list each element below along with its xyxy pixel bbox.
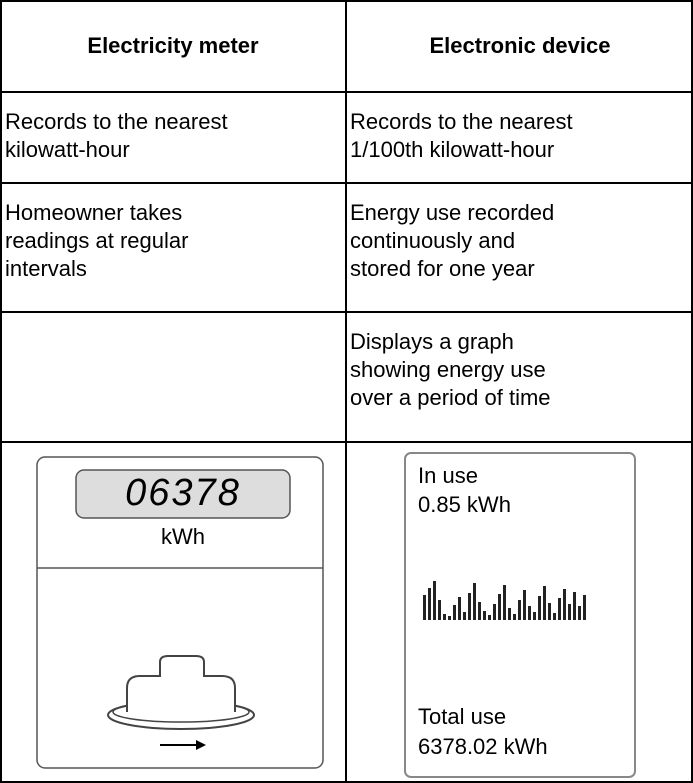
cell-text: Homeowner takes [5, 200, 182, 225]
total-use-label: Total use [418, 704, 506, 729]
in-use-label: In use [418, 463, 478, 488]
column-header: Electricity meter [87, 33, 259, 58]
column-header: Electronic device [430, 33, 611, 58]
cell-text: over a period of time [350, 385, 551, 410]
cell-text: intervals [5, 256, 87, 281]
cell-text: Records to the nearest [350, 109, 573, 134]
meter-unit: kWh [161, 524, 205, 549]
cell-text: Displays a graph [350, 329, 514, 354]
meter-reading: 06378 [125, 472, 241, 514]
meter-illustration: 06378 kWh [37, 457, 323, 768]
cell-text: 1/100th kilowatt-hour [350, 137, 554, 162]
cell-text: readings at regular [5, 228, 188, 253]
table-body: Records to the nearest kilowatt-hour Recor… [5, 109, 573, 410]
cell-text: Energy use recorded [350, 200, 554, 225]
total-use-value: 6378.02 kWh [418, 734, 548, 759]
cell-text: stored for one year [350, 256, 535, 281]
cell-text: continuously and [350, 228, 515, 253]
in-use-value: 0.85 kWh [418, 492, 511, 517]
device-illustration: In use 0.85 kWh Total use 6378.02 kWh [405, 453, 635, 777]
page: Electricity meter Electronic device Reco… [0, 0, 693, 783]
cell-text: kilowatt-hour [5, 137, 130, 162]
cell-text: Records to the nearest [5, 109, 228, 134]
cell-text: showing energy use [350, 357, 546, 382]
